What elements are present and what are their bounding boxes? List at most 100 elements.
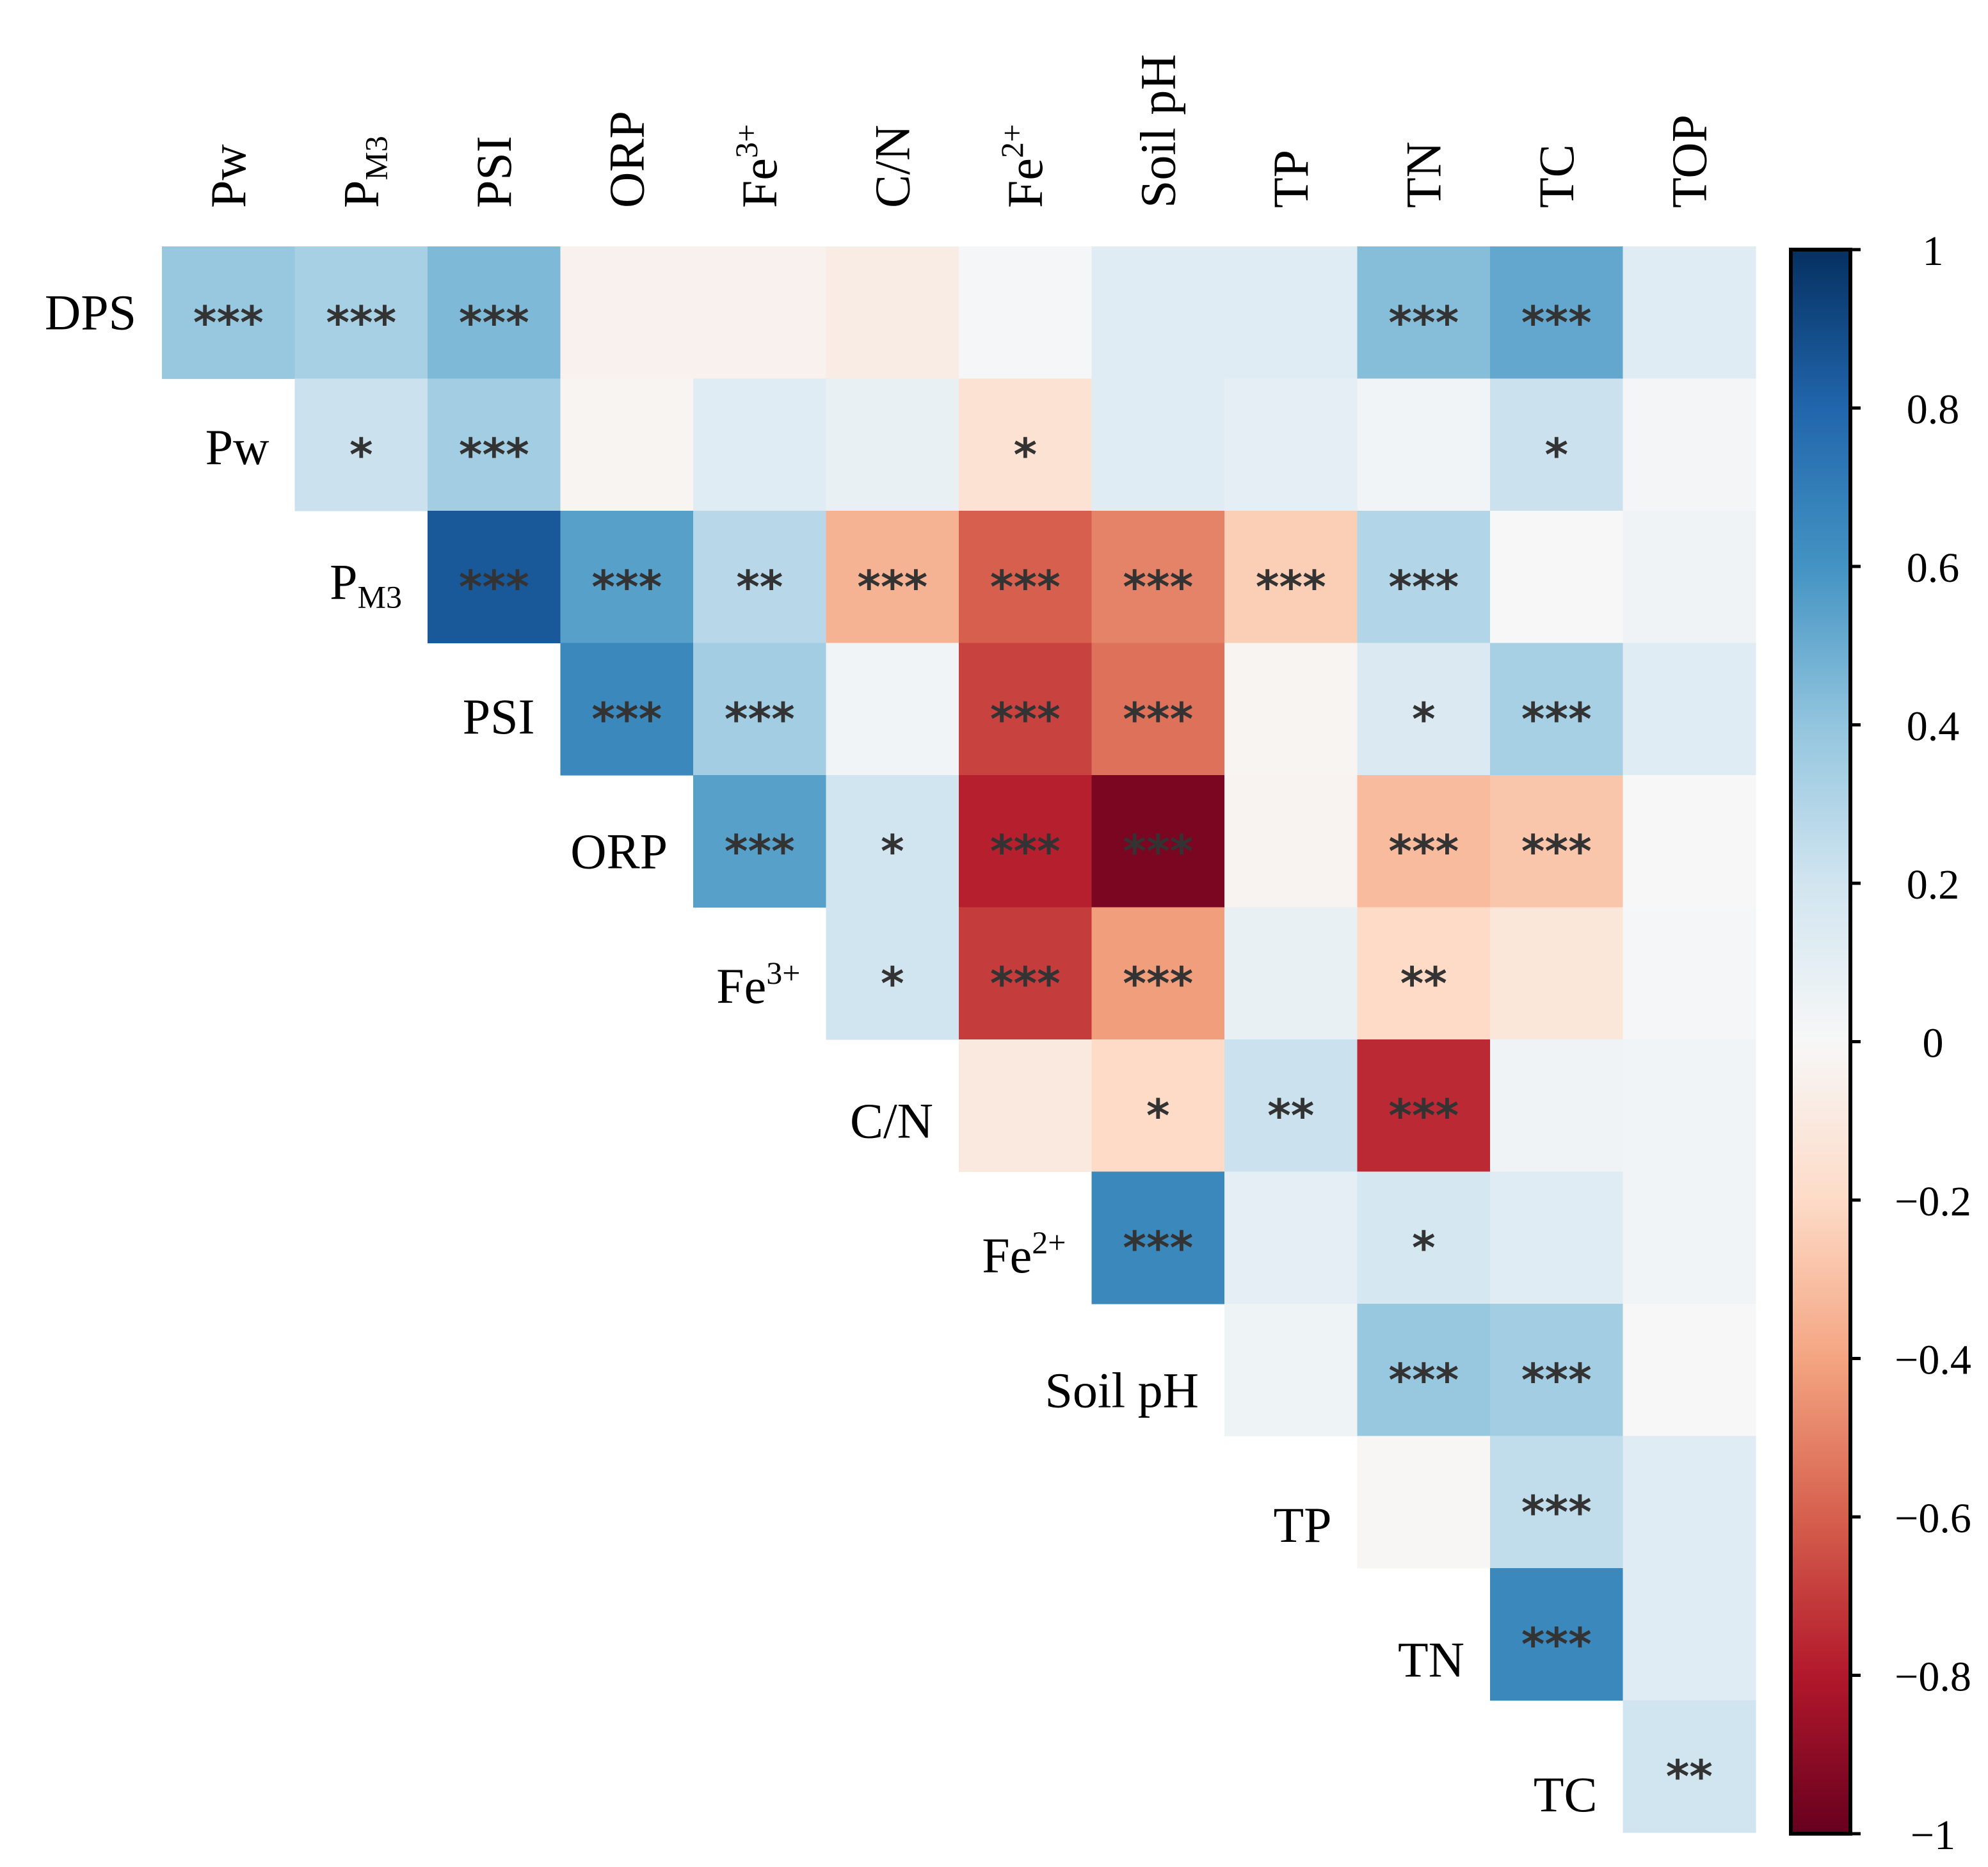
heatmap-cell — [1623, 907, 1756, 1040]
significance-mark: *** — [1521, 296, 1592, 349]
heatmap-cell — [1224, 1304, 1358, 1437]
heatmap-cell — [1357, 1039, 1491, 1173]
significance-mark: *** — [1521, 1618, 1592, 1671]
colorbar-tick-label: −0.2 — [1895, 1178, 1971, 1225]
heatmap-cell — [162, 246, 296, 380]
significance-mark: *** — [1388, 1089, 1459, 1142]
heatmap-cell — [1091, 1039, 1225, 1173]
heatmap-cell — [1357, 643, 1491, 776]
significance-mark: *** — [1521, 1486, 1592, 1539]
significance-marks: *** *** *** *** **** *** * **** *** ** *** *** *** **… — [193, 296, 1713, 1803]
heatmap-cell — [1490, 246, 1624, 380]
row-label-dps: DPS — [45, 284, 136, 340]
significance-mark: * — [881, 825, 904, 877]
heatmap-cell — [1490, 775, 1624, 908]
row-label-orp: ORP — [570, 823, 668, 879]
significance-mark: *** — [990, 958, 1061, 1010]
significance-mark: * — [881, 958, 904, 1010]
row-label-psi: PSI — [463, 689, 535, 744]
column-label-tp: TP — [1263, 150, 1319, 208]
heatmap-cell — [693, 378, 827, 511]
significance-mark: *** — [1521, 693, 1592, 746]
significance-mark: *** — [990, 561, 1061, 613]
significance-mark: *** — [1123, 1222, 1193, 1274]
heatmap-cell — [1091, 246, 1225, 380]
heatmap-cell — [1357, 907, 1491, 1040]
heatmap-cell — [693, 643, 827, 776]
column-label-top: TOP — [1661, 115, 1717, 208]
significance-mark: *** — [591, 693, 662, 746]
heatmap-cell — [693, 246, 827, 380]
significance-mark: * — [349, 429, 373, 481]
column-label-fe-2: Fe2+ — [994, 124, 1053, 208]
heatmap-cell — [1623, 378, 1756, 511]
heatmap-cell — [1357, 378, 1491, 511]
heatmap-cell — [826, 907, 959, 1040]
column-label-tc: TC — [1528, 144, 1584, 208]
significance-mark: *** — [725, 825, 795, 877]
heatmap-cell — [560, 378, 694, 511]
heatmap-cell — [959, 775, 1093, 908]
significance-mark: * — [1412, 1222, 1436, 1274]
significance-mark: *** — [326, 296, 396, 349]
heatmap-cell — [693, 775, 827, 908]
significance-mark: *** — [459, 296, 529, 349]
significance-mark: *** — [1388, 825, 1459, 877]
colorbar-tick-label: 0.4 — [1907, 703, 1960, 750]
significance-mark: *** — [1521, 825, 1592, 877]
heatmap-cell — [826, 246, 959, 380]
heatmap-cell — [1623, 511, 1756, 644]
significance-mark: *** — [193, 296, 264, 349]
heatmap-cell — [1490, 643, 1624, 776]
colorbar-tick-label: 0.6 — [1907, 545, 1960, 591]
heatmap-cell — [1623, 1304, 1756, 1437]
significance-mark: *** — [591, 561, 662, 613]
heatmap-cell — [1490, 511, 1624, 644]
heatmap-cell — [560, 246, 694, 380]
heatmap-cell — [959, 378, 1093, 511]
heatmap-cell — [826, 511, 959, 644]
colorbar-tick-label: −0.8 — [1895, 1654, 1971, 1701]
heatmap-cell — [1224, 378, 1358, 511]
colorbar-gradient — [1789, 248, 1852, 1836]
significance-mark: *** — [990, 693, 1061, 746]
heatmap-cell — [1357, 246, 1491, 380]
colorbar-tick-label: −0.6 — [1895, 1495, 1971, 1542]
heatmap-cell — [1091, 907, 1225, 1040]
heatmap-cells — [162, 246, 1756, 1833]
significance-mark: *** — [1521, 1354, 1592, 1406]
heatmap-cell — [1091, 378, 1225, 511]
heatmap-cell — [1623, 1171, 1756, 1304]
heatmap-cell — [428, 246, 561, 380]
heatmap-cell — [959, 246, 1093, 380]
row-label-p-m3: PM3 — [330, 554, 402, 614]
heatmap-cell — [959, 1039, 1093, 1173]
significance-mark: *** — [459, 561, 529, 613]
significance-mark: * — [1544, 429, 1568, 481]
row-label-tn: TN — [1398, 1631, 1464, 1687]
colorbar: 1 0.8 0.6 0.4 0.2 0 −0.2 −0.4 −0.6 −0.8 −1 — [1789, 228, 1971, 1859]
row-label-fe-2: Fe2+ — [982, 1224, 1066, 1283]
significance-mark: ** — [1400, 958, 1447, 1010]
heatmap-cell — [1623, 1436, 1756, 1569]
heatmap-cell — [1091, 775, 1225, 908]
significance-mark: ** — [736, 561, 783, 613]
significance-mark: *** — [1123, 958, 1193, 1010]
heatmap-cell — [826, 378, 959, 511]
heatmap-cell — [1224, 511, 1358, 644]
heatmap-cell — [959, 511, 1093, 644]
colorbar-tick-label: −0.4 — [1895, 1337, 1971, 1384]
heatmap-cell — [1623, 1700, 1756, 1833]
heatmap-cell — [428, 378, 561, 511]
row-label-tc: TC — [1534, 1767, 1598, 1822]
colorbar-tick-label: 0.8 — [1907, 387, 1960, 433]
significance-mark: * — [1412, 693, 1436, 746]
significance-mark: * — [1013, 429, 1037, 481]
heatmap-cell — [1224, 775, 1358, 908]
column-label-pw: Pw — [200, 144, 256, 208]
heatmap-cell — [1623, 1039, 1756, 1173]
heatmap-cell — [560, 643, 694, 776]
significance-mark: *** — [1388, 1354, 1459, 1406]
column-labels: Pw PM3 PSI ORP Fe3+ C/N Fe2+ Soil pH TP TN TC TOP — [200, 54, 1717, 208]
